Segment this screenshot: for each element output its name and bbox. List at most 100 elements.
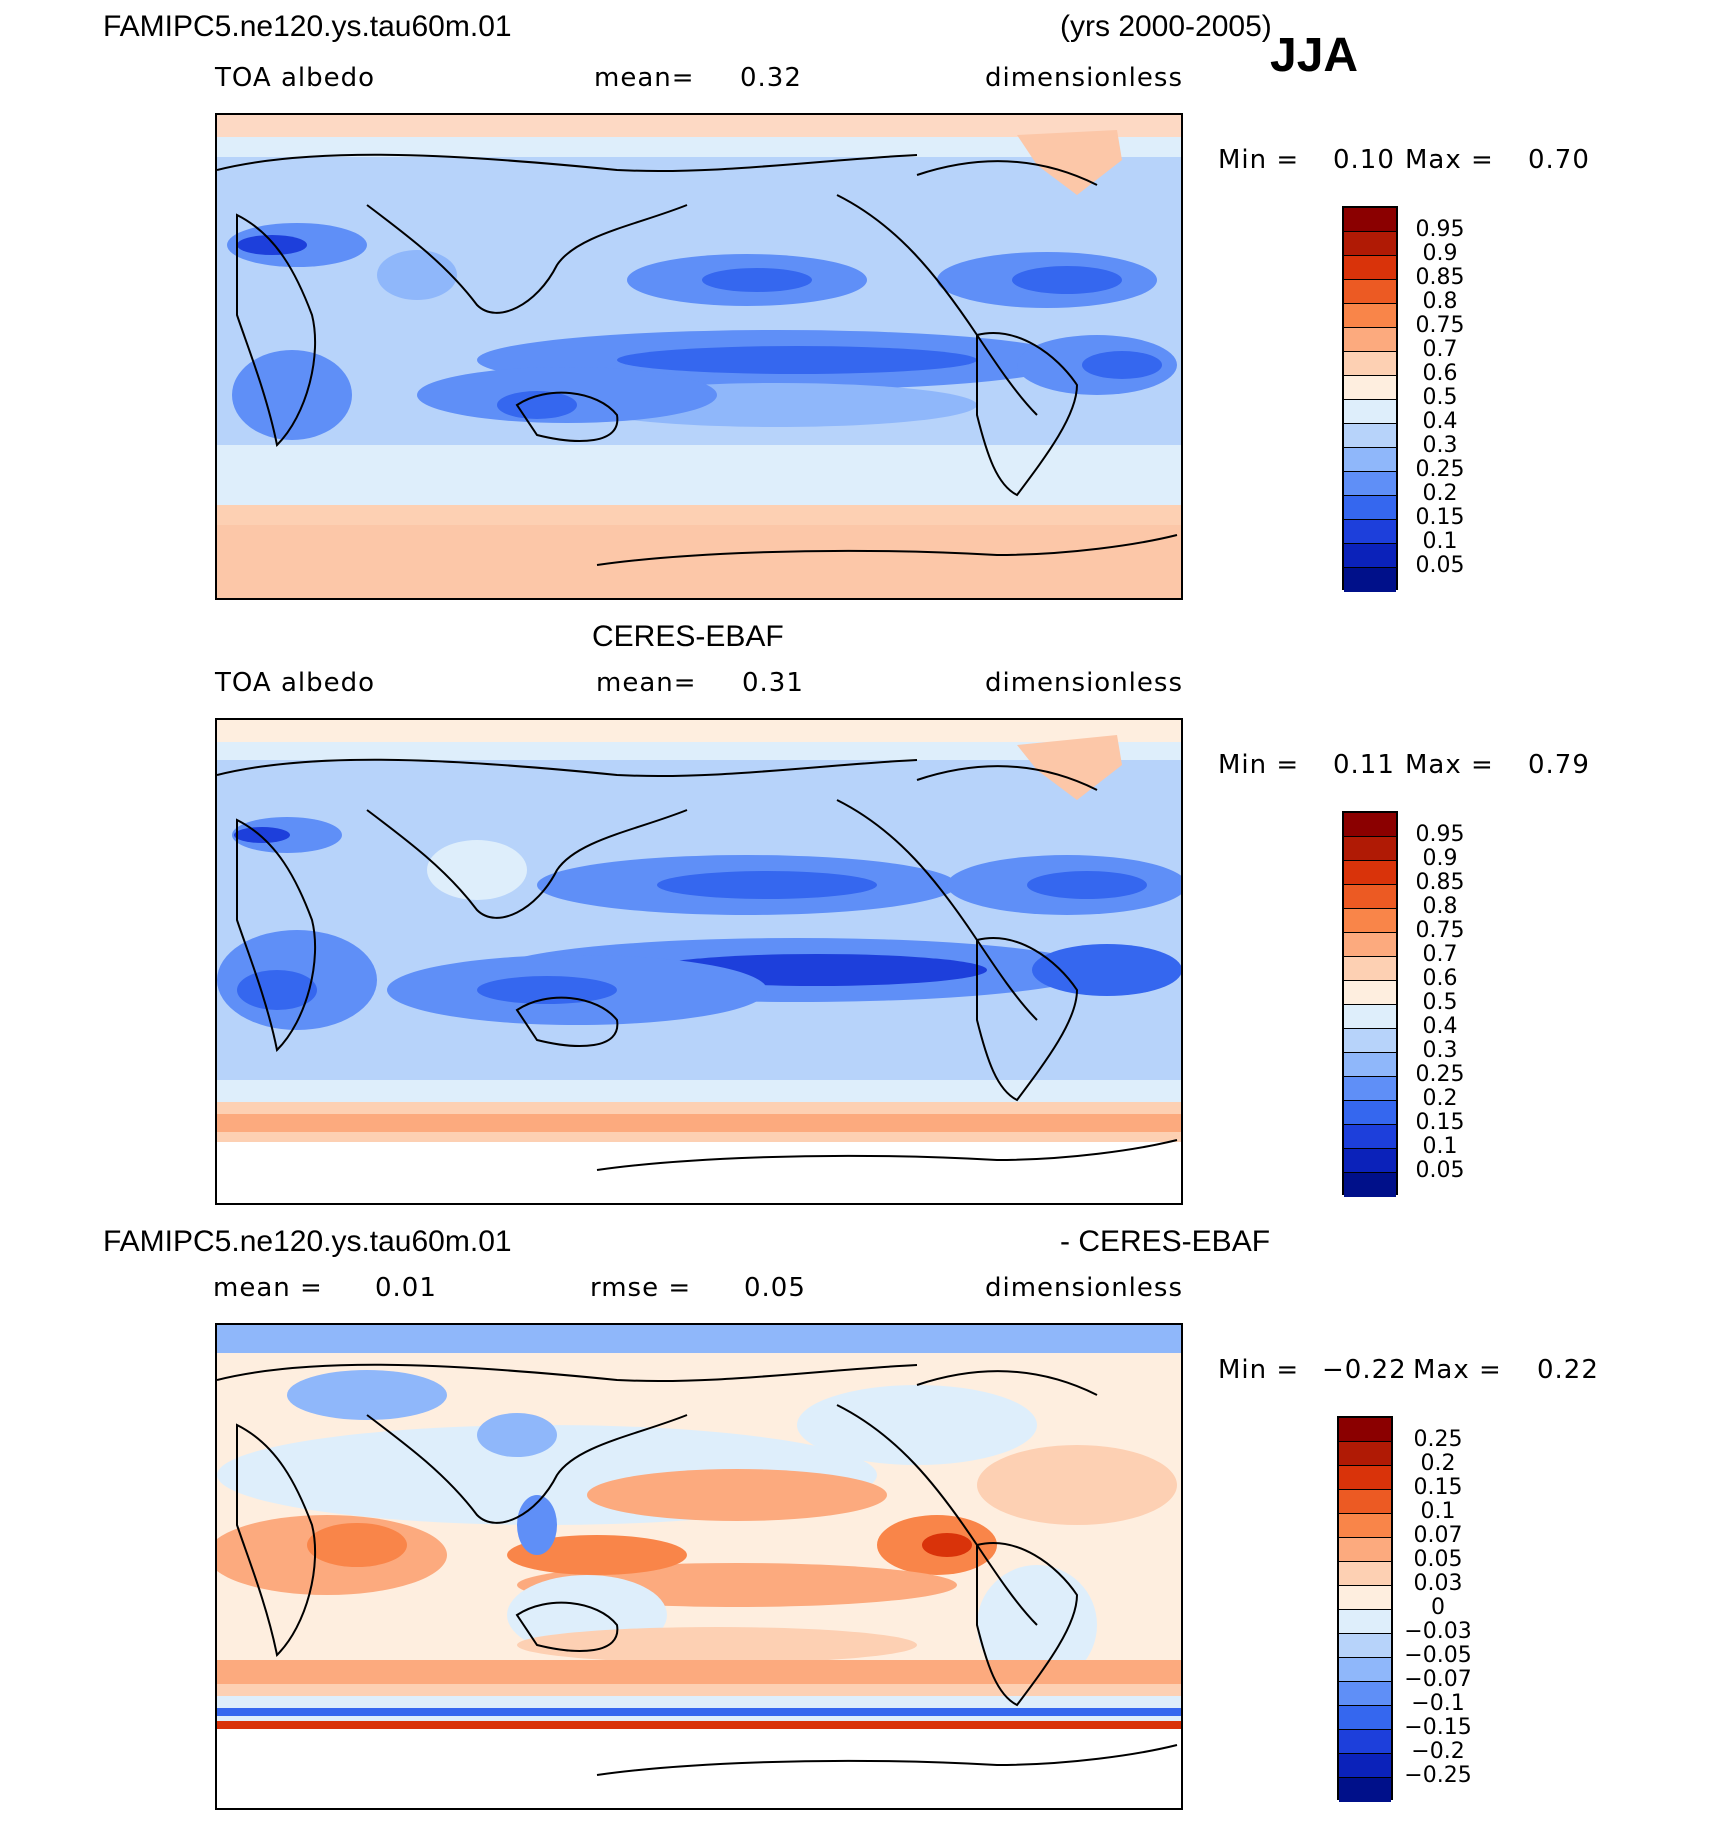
panel3-units: dimensionless — [985, 1273, 1183, 1303]
panel2-colorbar — [1342, 811, 1398, 1197]
colorbar-segment — [1339, 1634, 1391, 1658]
colorbar-label: 0.1 — [1420, 1499, 1456, 1524]
panel1-max-value: 0.70 — [1528, 145, 1590, 175]
panel3-mean-label: mean = — [213, 1273, 323, 1303]
colorbar-segment — [1344, 472, 1396, 496]
colorbar-segment — [1344, 544, 1396, 568]
colorbar-segment — [1339, 1706, 1391, 1730]
colorbar-segment — [1344, 1101, 1396, 1125]
season-label: JJA — [1270, 29, 1359, 82]
colorbar-label: 0.6 — [1422, 966, 1458, 991]
colorbar-segment — [1339, 1754, 1391, 1778]
panel1-map — [215, 113, 1183, 600]
colorbar-segment — [1344, 885, 1396, 909]
colorbar-segment — [1344, 1149, 1396, 1173]
colorbar-segment — [1339, 1490, 1391, 1514]
panel2-max-label: Max = — [1405, 750, 1494, 780]
colorbar-label: 0 — [1431, 1595, 1445, 1620]
colorbar-label: 0.25 — [1415, 457, 1465, 482]
panel3-title-left: FAMIPC5.ne120.ys.tau60m.01 — [103, 1225, 512, 1258]
colorbar-segment — [1344, 496, 1396, 520]
colorbar-segment — [1339, 1514, 1391, 1538]
colorbar-segment — [1344, 256, 1396, 280]
panel2-title: CERES-EBAF — [592, 620, 784, 653]
panel3-max-value: 0.22 — [1537, 1355, 1599, 1385]
colorbar-segment — [1344, 400, 1396, 424]
colorbar-label: 0.1 — [1422, 529, 1458, 554]
colorbar-segment — [1344, 933, 1396, 957]
colorbar-segment — [1344, 1077, 1396, 1101]
panel2-units: dimensionless — [985, 668, 1183, 698]
colorbar-segment — [1339, 1586, 1391, 1610]
panel3-mean-value: 0.01 — [375, 1273, 437, 1303]
panel3-max-label: Max = — [1413, 1355, 1502, 1385]
colorbar-label: 0.07 — [1413, 1523, 1463, 1548]
colorbar-label: 0.4 — [1422, 409, 1458, 434]
colorbar-segment — [1344, 376, 1396, 400]
colorbar-segment — [1344, 352, 1396, 376]
colorbar-segment — [1339, 1730, 1391, 1754]
colorbar-label: 0.2 — [1422, 1086, 1458, 1111]
panel1-colorbar — [1342, 206, 1398, 592]
panel2-mean-value: 0.31 — [742, 668, 804, 698]
colorbar-label: 0.25 — [1413, 1427, 1463, 1452]
colorbar-label: 0.6 — [1422, 361, 1458, 386]
colorbar-label: 0.95 — [1415, 822, 1465, 847]
panel3-map — [215, 1323, 1183, 1810]
panel2-min-value: 0.11 — [1333, 750, 1395, 780]
panel3-title-right: - CERES-EBAF — [1060, 1225, 1271, 1258]
colorbar-label: 0.05 — [1413, 1547, 1463, 1572]
colorbar-segment — [1344, 1029, 1396, 1053]
colorbar-segment — [1344, 208, 1396, 232]
panel2-map-field — [217, 720, 1181, 1203]
colorbar-segment — [1339, 1610, 1391, 1634]
panel1-mean-label: mean= — [594, 63, 695, 93]
panel3-min-label: Min = — [1218, 1355, 1300, 1385]
colorbar-segment — [1344, 328, 1396, 352]
colorbar-segment — [1339, 1418, 1391, 1442]
colorbar-segment — [1339, 1442, 1391, 1466]
case-title: FAMIPC5.ne120.ys.tau60m.01 — [103, 10, 512, 43]
panel3-map-field — [217, 1325, 1181, 1808]
colorbar-segment — [1344, 1053, 1396, 1077]
panel2-min-label: Min = — [1218, 750, 1300, 780]
colorbar-label: 0.9 — [1422, 241, 1458, 266]
panel1-units: dimensionless — [985, 63, 1183, 93]
colorbar-segment — [1344, 1005, 1396, 1029]
panel3-rmse-value: 0.05 — [744, 1273, 806, 1303]
colorbar-segment — [1339, 1538, 1391, 1562]
colorbar-label: 0.05 — [1415, 553, 1465, 578]
colorbar-segment — [1344, 448, 1396, 472]
colorbar-label: 0.9 — [1422, 846, 1458, 871]
panel2-max-value: 0.79 — [1528, 750, 1590, 780]
colorbar-label: −0.15 — [1404, 1715, 1472, 1740]
years-label: (yrs 2000-2005) — [1060, 10, 1272, 43]
colorbar-label: 0.5 — [1422, 385, 1458, 410]
colorbar-segment — [1339, 1466, 1391, 1490]
colorbar-label: −0.25 — [1404, 1763, 1472, 1788]
panel1-mean-value: 0.32 — [740, 63, 802, 93]
colorbar-segment — [1339, 1562, 1391, 1586]
colorbar-segment — [1344, 1173, 1396, 1197]
colorbar-label: 0.95 — [1415, 217, 1465, 242]
colorbar-label: 0.85 — [1415, 265, 1465, 290]
panel1-min-value: 0.10 — [1333, 145, 1395, 175]
colorbar-segment — [1344, 837, 1396, 861]
colorbar-segment — [1339, 1778, 1391, 1802]
colorbar-label: 0.4 — [1422, 1014, 1458, 1039]
colorbar-label: 0.8 — [1422, 289, 1458, 314]
panel3-rmse-label: rmse = — [590, 1273, 692, 1303]
colorbar-segment — [1344, 304, 1396, 328]
colorbar-label: −0.2 — [1411, 1739, 1465, 1764]
colorbar-label: 0.05 — [1415, 1158, 1465, 1183]
colorbar-label: 0.7 — [1422, 337, 1458, 362]
panel1-map-field — [217, 115, 1181, 598]
colorbar-label: −0.05 — [1404, 1643, 1472, 1668]
colorbar-label: 0.8 — [1422, 894, 1458, 919]
colorbar-segment — [1344, 957, 1396, 981]
panel3-min-value: −0.22 — [1322, 1355, 1407, 1385]
panel2-map — [215, 718, 1183, 1205]
panel1-min-label: Min = — [1218, 145, 1300, 175]
colorbar-label: 0.1 — [1422, 1134, 1458, 1159]
colorbar-segment — [1344, 813, 1396, 837]
